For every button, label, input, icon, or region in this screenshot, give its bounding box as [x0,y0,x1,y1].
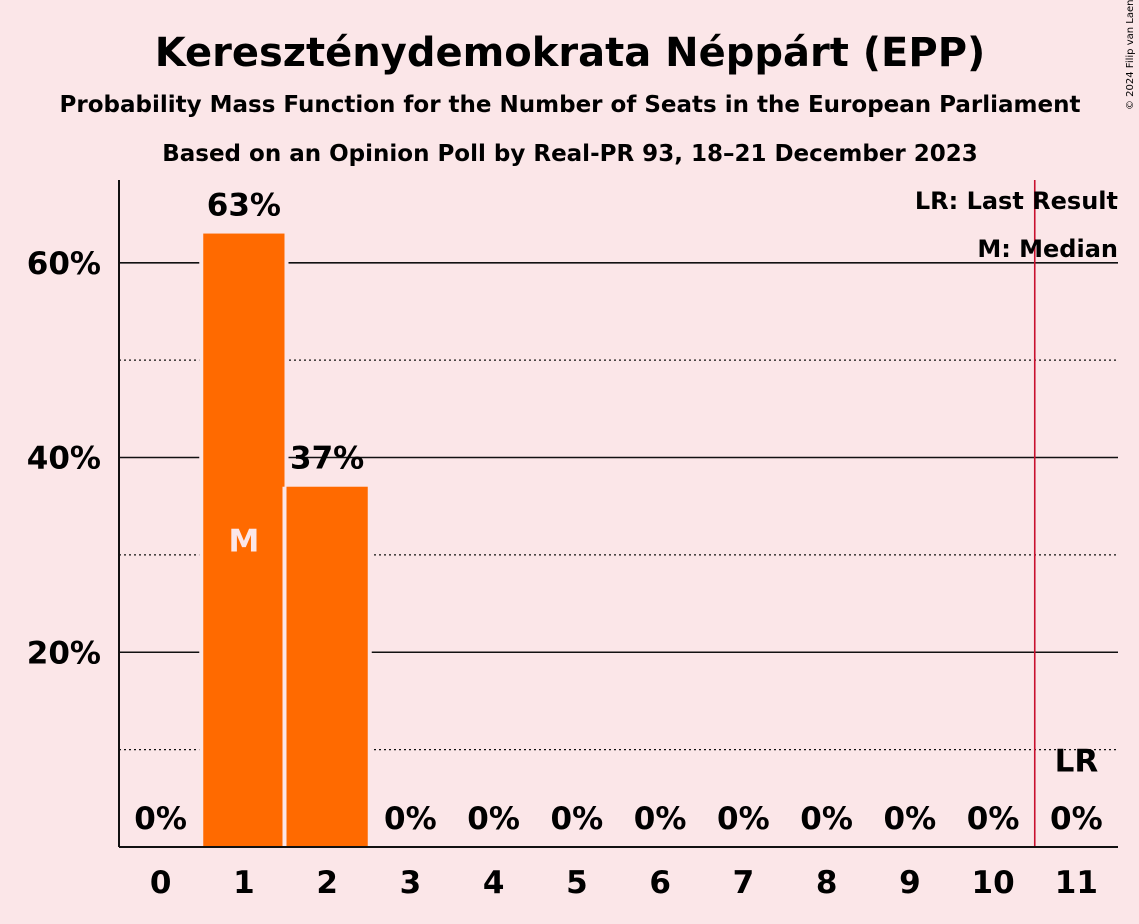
chart-subtitle-poll: Based on an Opinion Poll by Real-PR 93, … [162,141,978,167]
x-tick-label-7: 7 [733,865,755,901]
y-tick-label-0: 20% [27,635,101,671]
x-tick-label-10: 10 [972,865,1015,901]
y-tick-label-2: 60% [27,246,101,282]
bars [199,233,372,847]
value-label-7: 0% [717,801,770,837]
x-tick-label-3: 3 [400,865,422,901]
value-label-4: 0% [467,801,520,837]
legend: LR: Last Result M: Median [915,187,1118,263]
value-label-8: 0% [800,801,853,837]
x-tick-label-8: 8 [816,865,838,901]
value-label-1: 63% [207,188,281,224]
axes: 20% 40% 60% 0 1 2 3 4 5 6 7 8 9 10 11 [27,180,1118,901]
last-result-marker: LR [1055,744,1099,780]
value-label-9: 0% [884,801,937,837]
legend-entry-0: LR: Last Result [915,187,1118,215]
x-tick-label-1: 1 [233,865,255,901]
value-label-5: 0% [551,801,604,837]
value-label-3: 0% [384,801,437,837]
x-tick-label-5: 5 [566,865,588,901]
value-label-6: 0% [634,801,687,837]
last-result-group: LR [1033,180,1099,847]
value-label-10: 0% [967,801,1020,837]
value-labels: 0% 63% 37% 0% 0% 0% 0% 0% 0% 0% 0% 0% M [134,188,1102,837]
value-label-11: 0% [1050,801,1103,837]
bar-1 [203,233,285,847]
legend-entry-1: M: Median [977,235,1118,263]
y-tick-label-1: 40% [27,441,101,477]
value-label-0: 0% [134,801,187,837]
x-tick-label-4: 4 [483,865,505,901]
chart-title: Kereszténydemokrata Néppárt (EPP) [155,30,986,76]
copyright-text: © 2024 Filip van Laenen [1125,0,1136,110]
median-marker: M [228,523,259,559]
bar-2 [286,486,368,847]
x-tick-label-2: 2 [316,865,338,901]
value-label-2: 37% [290,441,364,477]
chart-subtitle: Probability Mass Function for the Number… [60,92,1081,118]
x-tick-label-9: 9 [899,865,921,901]
x-tick-label-11: 11 [1055,865,1098,901]
x-tick-label-6: 6 [649,865,671,901]
x-tick-label-0: 0 [150,865,172,901]
